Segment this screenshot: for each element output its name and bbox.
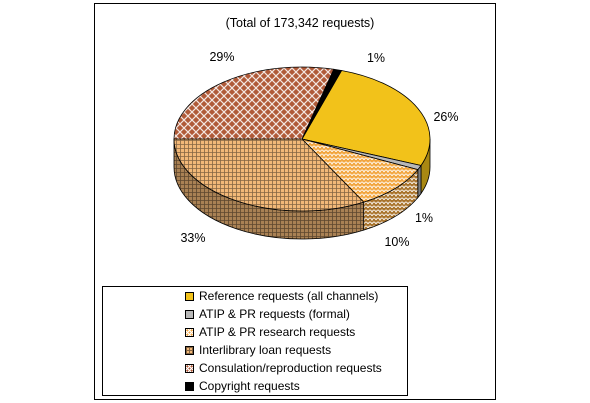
slice-label: 33%: [180, 231, 205, 245]
slice-label: 29%: [209, 50, 234, 64]
pie-slice: [173, 138, 365, 212]
slice-label: 1%: [367, 51, 385, 65]
legend-label: Reference requests (all channels): [199, 289, 379, 303]
legend: Reference requests (all channels) ATIP &…: [102, 286, 408, 396]
legend-label: Interlibrary loan requests: [199, 343, 332, 357]
pie-slice: [300, 138, 419, 203]
legend-label: Copyright requests: [199, 379, 300, 393]
chart-subtitle: (Total of 173,342 requests): [226, 16, 375, 30]
legend-label: ATIP & PR research requests: [199, 325, 356, 339]
pie-slice: [301, 68, 343, 140]
slice-label: 1%: [415, 211, 433, 225]
pie-slice: [301, 70, 431, 166]
legend-swatch: [185, 292, 194, 301]
pie-slice: [173, 66, 335, 140]
legend-swatch: [185, 346, 194, 355]
legend-swatch: [185, 382, 194, 391]
legend-label: ATIP & PR requests (formal): [199, 307, 350, 321]
legend-swatch: [185, 310, 194, 319]
legend-swatch: [185, 328, 194, 337]
legend-label: Consulation/reproduction requests: [199, 361, 382, 375]
legend-swatch: [185, 364, 194, 373]
slice-label: 10%: [384, 235, 409, 249]
slice-label: 26%: [433, 110, 458, 124]
pie-slice-side: [417, 164, 422, 199]
